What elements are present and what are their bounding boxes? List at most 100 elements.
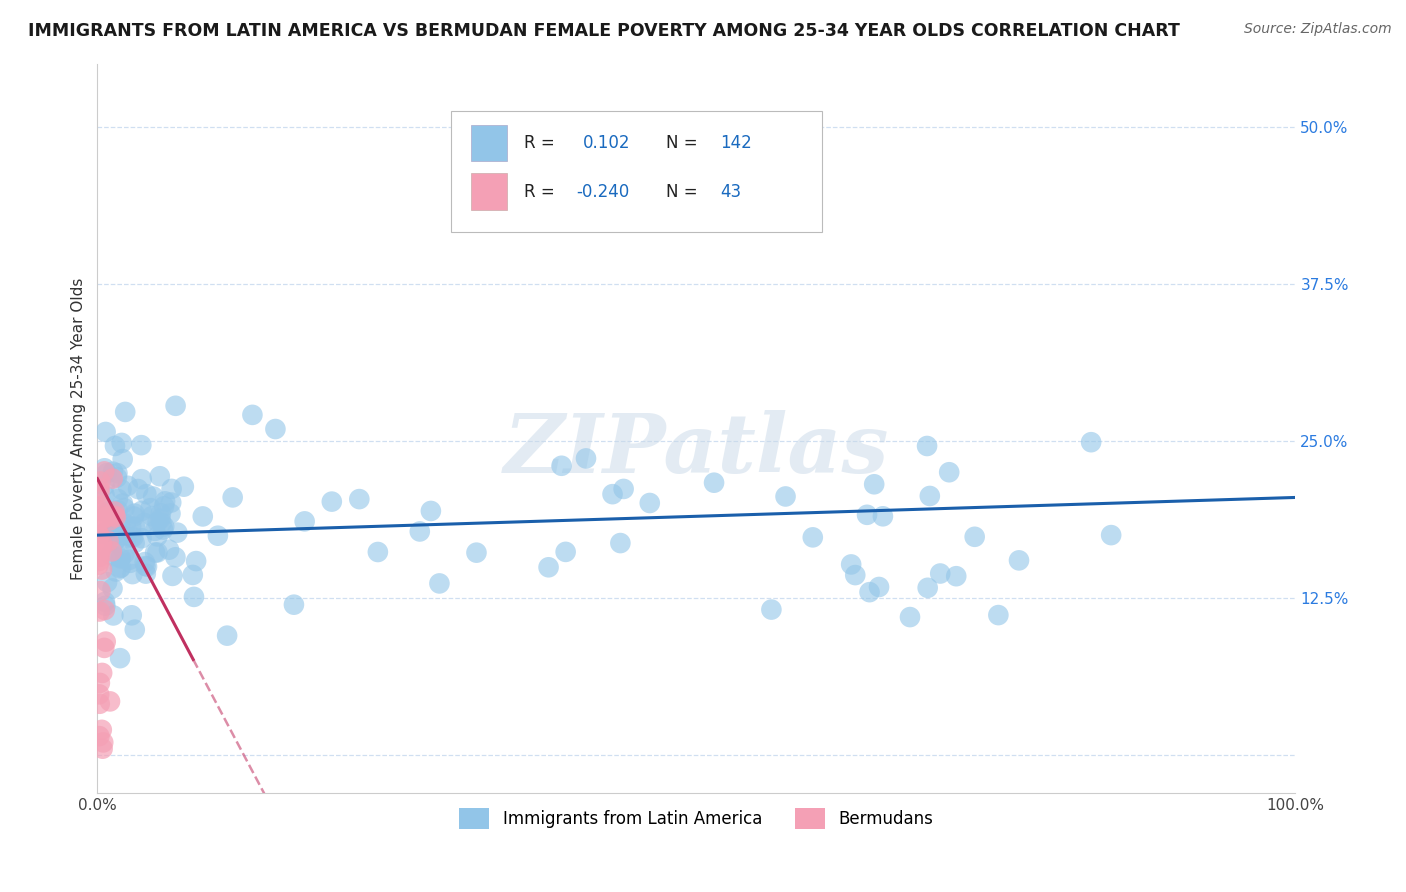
Point [111,436,134,450]
Point [613,482,636,496]
Point [131,438,153,452]
Text: R =: R = [524,134,554,152]
Point [91,735,114,749]
Point [96,466,118,480]
Point [1008,553,1031,567]
Point [89,676,111,690]
Point [938,465,960,479]
Point [918,489,941,503]
Point [159,507,181,521]
Point [103,508,125,523]
Point [101,582,124,596]
Point [89,475,111,489]
Point [153,494,176,508]
Point [429,576,451,591]
Point [134,555,156,569]
Point [152,523,174,537]
Point [103,549,125,563]
Point [141,509,163,524]
Point [131,504,153,518]
Point [135,566,157,581]
Point [146,545,169,559]
Point [108,561,131,575]
Point [173,480,195,494]
Y-axis label: Female Poverty Among 25-34 Year Olds: Female Poverty Among 25-34 Year Olds [72,277,86,580]
Point [183,590,205,604]
Point [101,544,124,558]
Point [131,472,153,486]
Point [94,603,117,617]
Point [108,651,131,665]
Point [107,491,129,506]
Point [87,528,110,542]
Point [89,697,111,711]
Point [104,527,127,541]
Point [94,425,117,439]
Point [146,529,169,543]
Point [160,495,183,509]
Point [101,472,124,486]
Point [929,566,952,581]
FancyBboxPatch shape [451,112,823,232]
Point [987,608,1010,623]
Point [124,520,146,534]
Point [602,487,624,501]
Point [963,530,986,544]
Point [160,482,183,496]
Point [868,580,890,594]
Point [89,605,111,619]
Point [96,505,118,519]
Point [91,741,114,756]
Point [127,482,149,496]
Point [93,526,115,541]
Point [121,608,143,623]
Point [165,550,187,565]
Point [97,504,120,518]
Point [97,534,120,549]
Point [139,501,162,516]
Point [105,532,128,546]
Point [105,470,128,484]
Point [367,545,389,559]
Point [217,629,239,643]
Point [181,568,204,582]
Point [90,499,112,513]
Point [93,461,115,475]
Point [550,458,572,473]
Point [153,500,176,514]
Point [703,475,725,490]
Point [898,610,921,624]
Point [166,525,188,540]
Point [537,560,560,574]
Point [87,503,110,517]
Point [162,569,184,583]
Point [134,559,156,574]
Point [112,501,135,516]
Point [90,500,112,515]
Text: 0.102: 0.102 [582,134,630,152]
Text: 142: 142 [720,134,752,152]
Point [115,532,138,546]
Point [114,405,136,419]
Text: N =: N = [666,183,697,201]
Point [90,723,112,737]
Point [283,598,305,612]
Point [135,487,157,501]
Point [96,575,118,590]
Point [134,516,156,530]
Point [93,488,115,502]
Point [103,608,125,623]
Point [149,512,172,526]
Point [114,516,136,531]
Text: Source: ZipAtlas.com: Source: ZipAtlas.com [1244,22,1392,37]
Point [124,536,146,550]
Point [915,439,938,453]
Point [91,540,114,554]
Point [89,584,111,599]
Point [90,512,112,526]
Point [143,545,166,559]
Point [856,508,879,522]
Point [294,514,316,528]
Point [107,503,129,517]
Point [917,581,939,595]
